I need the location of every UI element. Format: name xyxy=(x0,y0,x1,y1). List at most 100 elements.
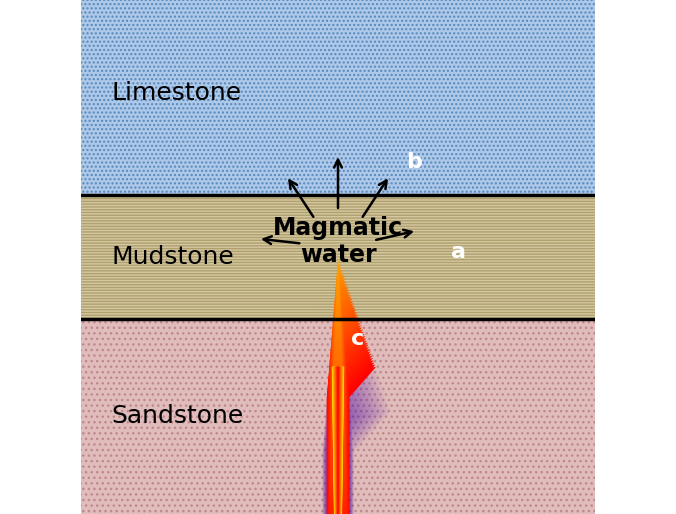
Polygon shape xyxy=(321,206,382,398)
Polygon shape xyxy=(320,201,386,411)
Polygon shape xyxy=(314,186,400,456)
Polygon shape xyxy=(337,252,342,270)
Polygon shape xyxy=(332,367,344,514)
Text: Mudstone: Mudstone xyxy=(112,245,235,269)
Polygon shape xyxy=(334,367,342,514)
Polygon shape xyxy=(322,209,380,392)
Polygon shape xyxy=(337,255,340,263)
Polygon shape xyxy=(306,160,422,514)
Polygon shape xyxy=(286,98,476,514)
Polygon shape xyxy=(291,114,462,514)
Polygon shape xyxy=(287,103,471,514)
FancyBboxPatch shape xyxy=(81,0,595,195)
Polygon shape xyxy=(332,367,344,514)
Polygon shape xyxy=(328,227,364,340)
Polygon shape xyxy=(322,211,378,386)
Polygon shape xyxy=(312,178,406,475)
Polygon shape xyxy=(337,367,339,514)
Polygon shape xyxy=(334,367,342,514)
Polygon shape xyxy=(336,367,340,514)
Polygon shape xyxy=(333,367,343,514)
Polygon shape xyxy=(333,367,343,514)
Text: c: c xyxy=(351,329,364,349)
Polygon shape xyxy=(298,136,443,514)
Polygon shape xyxy=(327,225,366,347)
Text: Limestone: Limestone xyxy=(112,81,242,104)
Polygon shape xyxy=(325,218,372,366)
Polygon shape xyxy=(320,204,384,405)
Polygon shape xyxy=(337,367,339,514)
Polygon shape xyxy=(331,236,356,315)
Polygon shape xyxy=(316,190,396,443)
Polygon shape xyxy=(295,126,452,514)
Polygon shape xyxy=(334,367,342,514)
Polygon shape xyxy=(337,367,339,514)
Polygon shape xyxy=(333,367,343,514)
Polygon shape xyxy=(304,153,428,514)
Polygon shape xyxy=(337,367,339,514)
Polygon shape xyxy=(332,238,354,308)
Polygon shape xyxy=(334,367,342,514)
Polygon shape xyxy=(319,199,388,417)
Polygon shape xyxy=(313,180,404,469)
FancyBboxPatch shape xyxy=(81,319,595,514)
Polygon shape xyxy=(335,367,341,514)
Polygon shape xyxy=(337,367,339,514)
Polygon shape xyxy=(318,197,390,424)
Polygon shape xyxy=(336,367,340,514)
Polygon shape xyxy=(334,367,342,514)
Polygon shape xyxy=(287,101,473,514)
Polygon shape xyxy=(314,183,402,463)
Polygon shape xyxy=(337,367,339,514)
Text: Magmatic
water: Magmatic water xyxy=(273,216,403,267)
Polygon shape xyxy=(335,367,341,514)
Text: a: a xyxy=(451,242,466,262)
Polygon shape xyxy=(308,164,418,514)
Polygon shape xyxy=(336,367,340,514)
Polygon shape xyxy=(288,106,469,514)
Polygon shape xyxy=(295,128,450,514)
Polygon shape xyxy=(310,171,412,494)
Polygon shape xyxy=(297,131,447,514)
Polygon shape xyxy=(332,367,344,514)
Polygon shape xyxy=(293,121,456,514)
Polygon shape xyxy=(315,188,398,450)
Polygon shape xyxy=(336,367,340,514)
Text: b: b xyxy=(406,152,422,172)
Polygon shape xyxy=(289,108,467,514)
Polygon shape xyxy=(290,111,464,514)
Polygon shape xyxy=(324,215,374,373)
Polygon shape xyxy=(291,116,460,514)
Polygon shape xyxy=(333,241,352,302)
Polygon shape xyxy=(333,367,343,514)
Polygon shape xyxy=(300,141,438,514)
Polygon shape xyxy=(293,118,458,514)
Polygon shape xyxy=(294,123,454,514)
Polygon shape xyxy=(336,367,340,514)
Polygon shape xyxy=(333,367,343,514)
Polygon shape xyxy=(330,231,360,328)
Polygon shape xyxy=(326,220,370,360)
Polygon shape xyxy=(331,234,358,321)
Polygon shape xyxy=(303,151,430,514)
FancyBboxPatch shape xyxy=(81,195,595,319)
Polygon shape xyxy=(333,367,343,514)
Polygon shape xyxy=(308,167,416,508)
Polygon shape xyxy=(335,367,341,514)
Polygon shape xyxy=(335,248,346,283)
Polygon shape xyxy=(285,96,478,514)
Polygon shape xyxy=(302,148,432,514)
Polygon shape xyxy=(335,367,341,514)
Polygon shape xyxy=(307,162,420,514)
Polygon shape xyxy=(337,367,339,514)
Polygon shape xyxy=(333,367,343,514)
Polygon shape xyxy=(312,176,408,482)
Polygon shape xyxy=(333,367,343,514)
Polygon shape xyxy=(324,213,376,379)
Polygon shape xyxy=(316,192,394,437)
Polygon shape xyxy=(333,243,350,296)
Polygon shape xyxy=(335,367,341,514)
Polygon shape xyxy=(309,169,414,501)
Polygon shape xyxy=(306,157,425,514)
Polygon shape xyxy=(332,367,344,514)
